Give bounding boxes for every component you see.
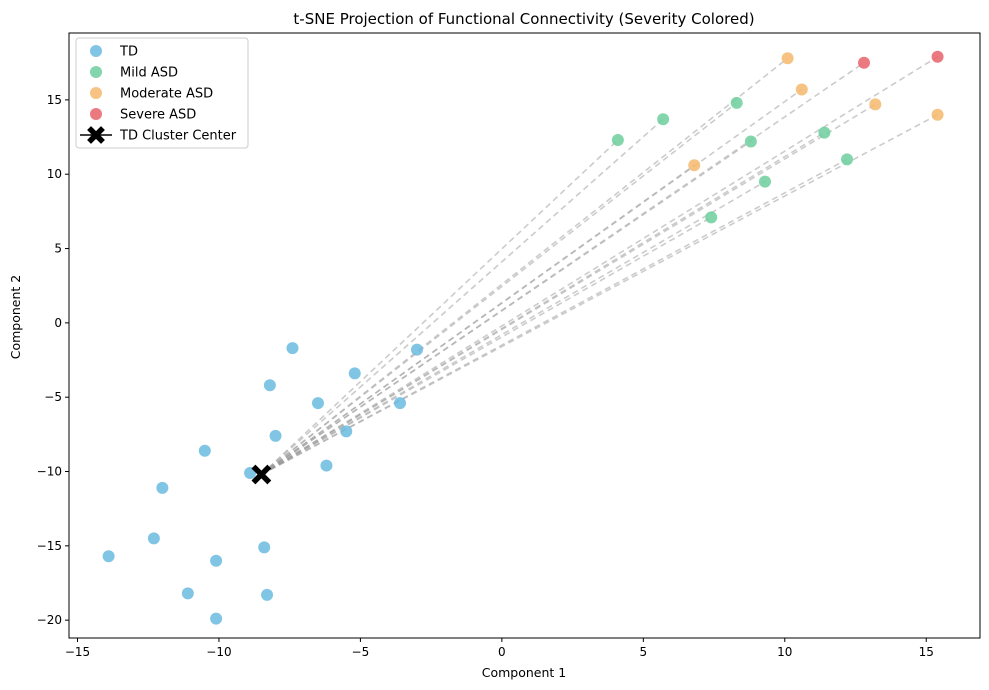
point-mild-asd xyxy=(841,153,854,166)
point-td xyxy=(269,429,282,442)
connector-line xyxy=(260,103,876,476)
x-tick-label: −10 xyxy=(206,645,231,659)
x-axis: −15 −10 −5 0 5 10 15 xyxy=(65,638,934,659)
y-tick-label: −15 xyxy=(37,539,62,553)
connector-line xyxy=(260,57,789,476)
point-mild-asd xyxy=(705,211,718,224)
point-mild-asd xyxy=(818,126,831,139)
point-severe-asd xyxy=(931,50,944,63)
point-moderate-asd xyxy=(795,83,808,96)
point-td xyxy=(258,541,271,554)
legend-item-mild-asd: Mild ASD xyxy=(90,66,178,81)
connector-line xyxy=(260,139,619,476)
y-tick-label: 5 xyxy=(54,242,62,256)
point-mild-asd xyxy=(611,134,624,147)
cluster-center-marker xyxy=(251,464,272,485)
y-tick-label: −10 xyxy=(37,465,62,479)
legend-item-severe-asd: Severe ASD xyxy=(90,108,196,123)
point-td xyxy=(210,612,223,625)
legend-label: Moderate ASD xyxy=(120,87,213,102)
y-axis: −20 −15 −10 −5 0 5 10 15 xyxy=(37,93,69,627)
plot-frame xyxy=(68,32,981,639)
point-td xyxy=(261,588,274,601)
point-severe-asd xyxy=(858,56,871,69)
connector-line xyxy=(260,88,803,476)
legend: TD Mild ASD Moderate ASD Severe ASD TD Clust… xyxy=(75,37,249,149)
connector-line xyxy=(260,56,938,476)
legend-label: Mild ASD xyxy=(120,66,178,81)
point-td xyxy=(394,397,407,410)
legend-box xyxy=(75,37,249,149)
point-td xyxy=(198,444,211,457)
point-td xyxy=(102,550,115,563)
legend-swatch xyxy=(90,108,102,120)
y-axis-label: Component 2 xyxy=(8,275,23,360)
legend-item-td: TD xyxy=(90,45,138,60)
x-tick-label: −15 xyxy=(65,645,90,659)
point-td xyxy=(348,367,361,380)
connector-line xyxy=(261,114,938,476)
x-tick-label: 5 xyxy=(640,645,648,659)
point-td xyxy=(286,342,299,355)
y-tick-label: 15 xyxy=(47,93,62,107)
point-mild-asd xyxy=(730,96,743,109)
point-mild-asd xyxy=(758,175,771,188)
legend-item-td-cluster-center: TD Cluster Center xyxy=(80,126,237,144)
point-td xyxy=(410,343,423,356)
legend-item-moderate-asd: Moderate ASD xyxy=(90,87,213,102)
legend-label: TD Cluster Center xyxy=(119,129,237,144)
chart-title: t-SNE Projection of Functional Connectiv… xyxy=(293,10,754,28)
point-td xyxy=(156,481,169,494)
point-td xyxy=(340,425,353,438)
legend-swatch xyxy=(90,45,102,57)
point-td xyxy=(147,532,160,545)
plot-area xyxy=(102,50,944,625)
y-tick-label: 0 xyxy=(54,316,62,330)
connector-line xyxy=(260,131,825,476)
point-td xyxy=(263,379,276,392)
legend-label: Severe ASD xyxy=(120,108,196,123)
connector-line xyxy=(260,180,766,476)
x-tick-label: 15 xyxy=(919,645,934,659)
point-td xyxy=(311,397,324,410)
point-moderate-asd xyxy=(931,108,944,121)
y-tick-label: −20 xyxy=(37,613,62,627)
point-td xyxy=(210,554,223,567)
y-tick-label: −5 xyxy=(44,390,62,404)
point-mild-asd xyxy=(657,113,670,126)
legend-swatch xyxy=(90,87,102,99)
legend-center-marker xyxy=(87,126,105,144)
connector-line xyxy=(260,62,865,476)
point-mild-asd xyxy=(744,135,757,148)
x-axis-label: Component 1 xyxy=(482,665,567,680)
point-td xyxy=(320,459,333,472)
x-tick-label: 10 xyxy=(777,645,792,659)
connector-line xyxy=(260,118,664,476)
legend-label: TD xyxy=(119,45,138,60)
point-moderate-asd xyxy=(869,98,882,111)
point-moderate-asd xyxy=(688,159,701,172)
point-moderate-asd xyxy=(781,52,794,65)
point-td xyxy=(181,587,194,600)
x-tick-label: 0 xyxy=(498,645,506,659)
x-tick-label: −5 xyxy=(352,645,370,659)
y-tick-label: 10 xyxy=(47,167,62,181)
legend-swatch xyxy=(90,66,102,78)
connector-line xyxy=(260,216,712,476)
